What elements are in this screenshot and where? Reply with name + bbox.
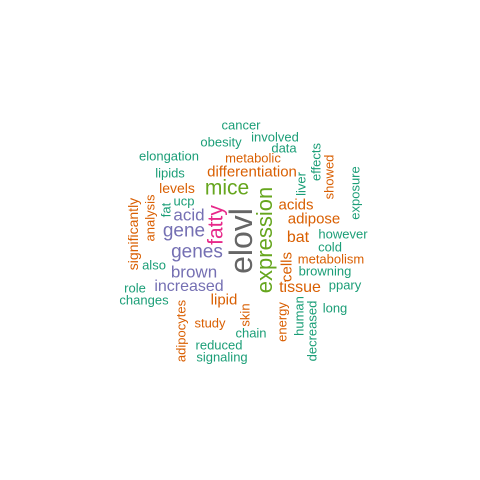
- word-brown: brown: [170, 262, 218, 282]
- word-elongation: elongation: [139, 148, 199, 164]
- word-role: role: [124, 280, 146, 296]
- word-liver: liver: [293, 172, 309, 196]
- word-energy: energy: [274, 302, 290, 342]
- word-cold: cold: [318, 239, 342, 255]
- word-fat: fat: [158, 202, 174, 218]
- word-ucp: ucp: [173, 193, 195, 209]
- word-signaling: signaling: [196, 349, 248, 365]
- word-lipids: lipids: [155, 165, 185, 181]
- word-acids: acids: [278, 196, 314, 214]
- word-metabolic: metabolic: [225, 150, 281, 166]
- word-decreased: decreased: [304, 300, 320, 362]
- word-data: data: [271, 140, 297, 156]
- word-also: also: [142, 257, 166, 273]
- word-cancer: cancer: [221, 117, 261, 133]
- word-exposure: exposure: [347, 166, 363, 220]
- word-gene: gene: [162, 220, 206, 242]
- word-genes: genes: [171, 241, 223, 263]
- word-bat: bat: [286, 229, 310, 246]
- word-study: study: [194, 315, 226, 331]
- word-obesity: obesity: [200, 134, 242, 150]
- word-adipocytes: adipocytes: [173, 299, 189, 363]
- word-however: however: [318, 226, 368, 242]
- word-levels: levels: [159, 180, 195, 196]
- word-significantly: significantly: [125, 197, 141, 271]
- word-cells: cells: [278, 251, 296, 283]
- word-mice: mice: [204, 176, 250, 200]
- word-tissue: tissue: [279, 279, 321, 296]
- word-reduced: reduced: [195, 337, 243, 353]
- word-lipid: lipid: [210, 291, 238, 309]
- word-chain: chain: [235, 325, 267, 341]
- word-ppary: ppary: [328, 277, 362, 293]
- word-browning: browning: [298, 263, 352, 279]
- word-expression: expression: [252, 186, 277, 294]
- word-adipose: adipose: [287, 210, 341, 228]
- word-long: long: [322, 300, 348, 316]
- word-involved: involved: [251, 129, 299, 145]
- word-skin: skin: [237, 303, 253, 327]
- word-analysis: analysis: [142, 194, 158, 242]
- word-acid: acid: [173, 205, 205, 225]
- word-changes: changes: [119, 292, 169, 308]
- word-increased: increased: [154, 278, 224, 295]
- word-showed: showed: [321, 154, 337, 200]
- word-differentiation: differentiation: [207, 163, 297, 181]
- word-metabolism: metabolism: [297, 251, 365, 267]
